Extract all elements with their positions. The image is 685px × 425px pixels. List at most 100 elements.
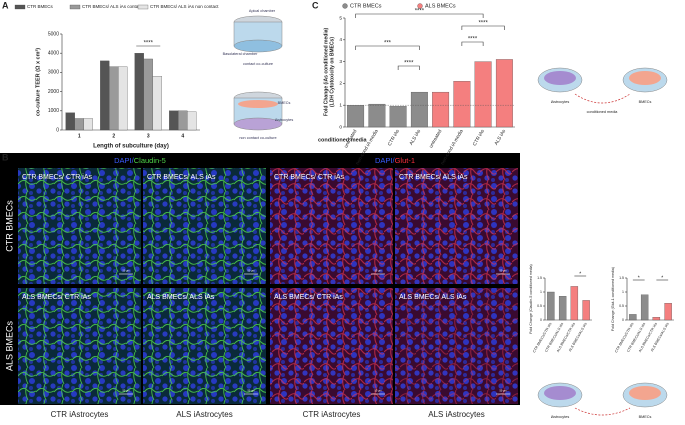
y-tick-label: 0.5 xyxy=(619,304,624,308)
scale-label: 50 µm xyxy=(375,270,382,273)
panel-label: B xyxy=(2,152,9,162)
y-tick-label: 0 xyxy=(339,124,342,130)
bar xyxy=(570,286,579,321)
bar xyxy=(495,59,513,128)
legend-label: CTR BMECs xyxy=(27,4,53,9)
tile-label: ALS BMECs/ CTR iAs xyxy=(22,294,91,301)
y-tick-label: 1.5 xyxy=(619,276,624,280)
y-tick-label: 3000 xyxy=(48,70,59,76)
diagram-label: iAstrocytes xyxy=(275,118,294,122)
x-tick-label: 3 xyxy=(147,133,150,139)
tile-label: ALS BMECs/ ALS iAs xyxy=(147,294,215,301)
row-label: CTR BMECs xyxy=(4,200,14,252)
panel-label: C xyxy=(312,0,319,10)
micrograph-stain xyxy=(270,288,393,404)
scale-label: 50 µm xyxy=(500,390,507,393)
diagram-label: BMECs xyxy=(639,415,652,419)
y-tick-label: 2 xyxy=(339,81,342,87)
annotation-bracket xyxy=(461,41,484,46)
bar xyxy=(453,81,471,128)
micrograph-stain xyxy=(395,288,518,404)
diagram-label: BMECs xyxy=(278,101,291,105)
diagram-c xyxy=(537,67,668,416)
bar xyxy=(410,91,428,128)
bar xyxy=(582,300,590,321)
legend-marker xyxy=(342,3,348,9)
micrograph-stain xyxy=(395,168,518,284)
bar xyxy=(389,106,407,128)
bar xyxy=(143,58,153,131)
bar xyxy=(187,111,197,131)
bar xyxy=(664,303,672,321)
column-footer: CTR iAstrocytes xyxy=(51,410,109,419)
bar xyxy=(169,110,179,131)
bar xyxy=(109,66,119,131)
bar xyxy=(558,296,567,321)
y-tick-label: 1.5 xyxy=(537,276,542,280)
bar xyxy=(368,103,386,128)
annotation: **** xyxy=(144,41,154,47)
x-axis-title: Length of subculture (day) xyxy=(93,144,169,150)
legend-label: CTR BMECs/ ALS iAs contact xyxy=(82,4,143,9)
bar xyxy=(432,91,450,128)
annotation: **** xyxy=(415,9,425,15)
y-tick-label: 5000 xyxy=(48,31,59,37)
bar xyxy=(178,110,188,131)
column-footer: ALS iAstrocytes xyxy=(428,410,484,419)
column-header: DAPI/Glut-1 xyxy=(375,156,415,165)
bar xyxy=(83,118,93,131)
bar xyxy=(152,76,162,131)
scale-label: 50 µm xyxy=(375,390,382,393)
y-tick-label: 5 xyxy=(339,15,342,21)
bar xyxy=(65,112,75,131)
bar xyxy=(118,66,128,131)
diagram-label: iAstrocytes xyxy=(551,415,570,419)
column-header: DAPI/Claudin-5 xyxy=(114,156,166,165)
x-tick-label: ALS iAs xyxy=(408,128,422,146)
y-tick-label: 0 xyxy=(622,318,624,322)
micrograph-stain xyxy=(270,168,393,284)
stain-dapi: DAPI/ xyxy=(114,156,135,165)
micrograph-stain xyxy=(18,168,141,284)
bar xyxy=(347,105,365,128)
x-axis-title: conditioned media xyxy=(318,137,368,143)
annotation: * xyxy=(579,271,581,277)
legend-swatch xyxy=(69,4,81,10)
bar xyxy=(74,118,84,131)
diagram-label: conditioned media xyxy=(587,110,619,114)
annotation: **** xyxy=(468,37,478,43)
tile-label: CTR BMECs/ CTR iAs xyxy=(274,174,345,181)
annotation: *** xyxy=(384,41,392,47)
annotation-bracket xyxy=(355,45,420,50)
y-axis-title: co-culture TEER (Ω x cm²) xyxy=(34,48,41,116)
diagram-label: Basolateral chamber xyxy=(223,52,259,56)
y-tick-label: 0.5 xyxy=(537,304,542,308)
scale-label: 50 µm xyxy=(248,390,255,393)
column-footer: CTR iAstrocytes xyxy=(303,410,361,419)
y-tick-label: 1000 xyxy=(48,108,59,114)
row-label: ALS BMECs xyxy=(4,320,14,371)
y-tick-label: 4000 xyxy=(48,51,59,57)
legend-label: ALS BMECs xyxy=(425,3,456,9)
x-tick-label: ALS iAs xyxy=(493,128,507,146)
bar xyxy=(474,61,492,128)
tile-label: CTR BMECs/ ALS iAs xyxy=(147,174,216,181)
micrograph-stain xyxy=(18,288,141,404)
annotation: * xyxy=(661,275,663,281)
bar xyxy=(547,291,555,321)
legend-label: CTR BMECs/ ALS iAs non contact xyxy=(150,4,219,9)
y-tick-label: 3 xyxy=(339,59,342,65)
panel-label: A xyxy=(2,0,9,10)
stain-dapi: DAPI/ xyxy=(375,156,396,165)
y-axis-title: Fold Change (Claudin-5 conditioned media… xyxy=(529,264,533,334)
y-tick-label: 0 xyxy=(56,127,59,133)
diagram-label: iAstrocytes xyxy=(551,100,570,104)
scale-label: 50 µm xyxy=(500,270,507,273)
legend-marker xyxy=(417,3,423,9)
scale-label: 50 µm xyxy=(248,270,255,273)
scale-label: 50 µm xyxy=(123,390,130,393)
x-tick-label: 4 xyxy=(181,133,184,139)
micrograph-stain xyxy=(143,168,266,284)
stain-marker: Glut-1 xyxy=(395,156,415,165)
